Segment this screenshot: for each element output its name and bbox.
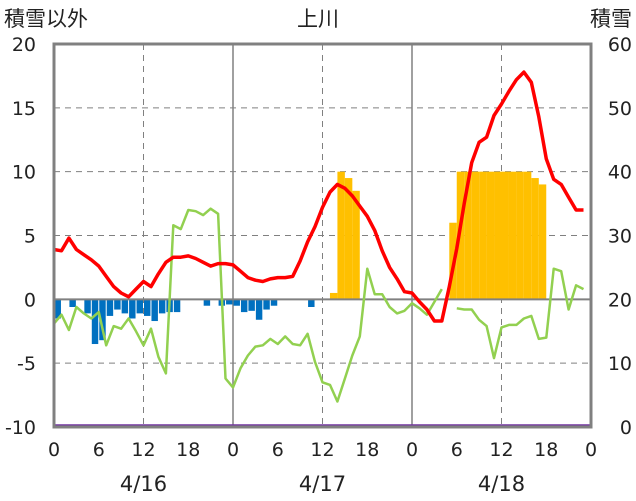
precipitation-bar [54,299,61,319]
left-tick-label: -10 [5,417,36,439]
snow-depth-bar [329,292,338,300]
chart-title: 上川 [297,7,339,31]
left-tick-label: 5 [24,226,36,248]
precipitation-bar [106,299,114,316]
precipitation-bar [99,299,106,341]
left-axis-label: 積雪以外 [4,7,88,31]
snow-depth-bar [471,171,480,300]
x-axis-ticks: 0 6 12 18 0 6 12 18 0 6 12 18 0 [48,439,597,461]
right-tick-label: 30 [608,226,632,248]
precipitation-bar [226,299,233,305]
precipitation-bar [173,299,181,313]
left-tick-label: -5 [17,353,36,375]
x-tick-label: 0 [48,439,60,461]
right-tick-label: 20 [608,289,632,311]
precipitation-bar [144,299,151,316]
precipitation-bar [114,299,121,310]
x-tick-label: 0 [406,439,418,461]
snow-depth-bar [501,171,509,300]
date-label: 4/16 [120,472,167,496]
x-tick-label: 6 [93,439,105,461]
snow-depth-bar [538,184,547,300]
x-tick-label: 6 [451,439,463,461]
precipitation-bar [255,299,263,320]
snow-depth-bar [531,178,539,300]
right-tick-label: 0 [620,417,632,439]
snow-depth-bar [479,171,487,300]
precipitation-bar [136,299,143,314]
precipitation-bar [69,299,76,307]
precipitation-bar [233,299,240,306]
right-tick-label: 60 [608,34,632,56]
precipitation-bar [129,299,136,319]
right-tick-label: 10 [608,353,632,375]
temperature-line [53,70,584,323]
left-axis-ticks: 20 15 10 5 0 -5 -10 [5,34,36,439]
date-label: 4/18 [478,472,525,496]
x-tick-label: 18 [534,439,558,461]
right-axis-ticks: 60 50 40 30 20 10 0 [608,34,632,439]
x-tick-label: 6 [272,439,284,461]
snow-depth-bar [344,178,353,300]
left-tick-label: 15 [12,98,36,120]
precipitation-bar [151,299,158,322]
precipitation-bar [308,299,315,307]
right-axis-label: 積雪 [590,7,632,31]
x-tick-label: 0 [227,439,239,461]
x-tick-label: 18 [176,439,200,461]
x-tick-label: 12 [489,439,513,461]
precipitation-bar [121,299,129,314]
x-tick-label: 12 [310,439,334,461]
snow-depth-bar [508,171,517,300]
snow-depth-bar [352,190,360,300]
precipitation-bar [248,299,255,311]
gridlines [54,44,591,427]
snow-depth-bar [516,171,524,300]
left-tick-label: 20 [12,34,36,56]
x-tick-label: 12 [131,439,155,461]
precipitation-bar [240,299,248,313]
precipitation-bar [91,299,99,345]
precipitation-bar [203,299,211,306]
precipitation-bar [158,299,166,314]
snow-depth-bar [337,171,345,300]
snow-depth-bar [464,171,472,300]
precipitation-bar [270,299,278,306]
date-labels: 4/16 4/17 4/18 [120,472,525,496]
dew-point-line [53,207,585,403]
date-label: 4/17 [299,472,346,496]
left-tick-label: 10 [12,162,36,184]
plot-frame [52,42,593,429]
snow-depth-bar [523,171,532,300]
right-tick-label: 40 [608,162,632,184]
snow-depth-bar [494,171,502,300]
precipitation-bars [54,299,315,345]
left-tick-label: 0 [24,289,36,311]
x-tick-label: 18 [355,439,379,461]
right-tick-label: 50 [608,98,632,120]
snow-depth-bar [486,171,495,300]
x-tick-label: 0 [585,439,597,461]
precipitation-bar [84,299,91,314]
precipitation-bar [263,299,270,310]
